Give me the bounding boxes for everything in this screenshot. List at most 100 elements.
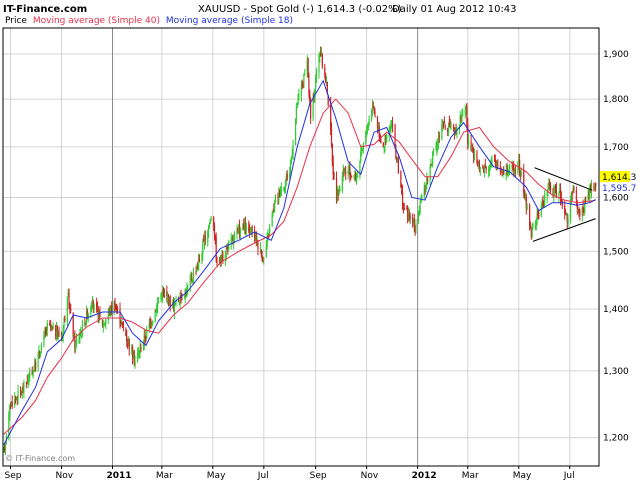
candle-body — [330, 128, 333, 145]
candle-body — [218, 260, 221, 264]
y-tick-label: 1,500 — [603, 247, 629, 257]
candle-body — [396, 160, 399, 162]
candle-body — [314, 88, 316, 100]
candle-body — [17, 390, 19, 400]
candle-body — [465, 104, 467, 112]
candle-body — [417, 215, 420, 222]
price-candles — [3, 46, 597, 456]
candle-body — [538, 213, 540, 217]
candle-body — [553, 190, 555, 197]
candle-body — [520, 172, 522, 176]
candle-body — [511, 164, 513, 168]
candle-body — [274, 197, 277, 203]
candle-body — [116, 306, 118, 311]
candle-body — [204, 236, 206, 241]
candle-body — [57, 332, 59, 337]
y-tick-label: 1,700 — [603, 143, 629, 153]
candle-body — [534, 225, 537, 227]
candle-body — [99, 312, 101, 318]
candle-body — [96, 303, 98, 308]
x-tick-label: Mar — [156, 471, 173, 480]
candle-body — [150, 321, 152, 327]
candle-body — [401, 189, 403, 194]
candle-body — [589, 185, 591, 197]
candle-body — [203, 240, 205, 242]
candle-body — [161, 295, 163, 297]
candle-body — [531, 226, 533, 238]
candle-body — [45, 329, 47, 331]
candle-body — [280, 188, 282, 195]
candle-body — [547, 188, 549, 190]
candle-body — [191, 277, 193, 281]
candle-body — [96, 307, 99, 311]
plot-frame — [2, 27, 600, 467]
candle-body — [496, 165, 498, 167]
candle-body — [40, 353, 42, 356]
candle-body — [489, 163, 491, 167]
candle-body — [292, 144, 294, 156]
last-price-tag: 1,614.3 — [602, 173, 636, 183]
candle-body — [75, 341, 77, 349]
candle-body — [298, 94, 300, 97]
candle-body — [483, 169, 485, 173]
candle-body — [470, 141, 472, 151]
candle-body — [342, 169, 344, 178]
x-tick-label: Nov — [361, 471, 379, 480]
candle-body — [588, 193, 590, 196]
candle-body — [501, 171, 503, 173]
candle-body — [406, 208, 408, 210]
candle-body — [482, 165, 484, 168]
candle-body — [157, 301, 160, 303]
candle-body — [319, 52, 321, 57]
candle-body — [394, 124, 396, 149]
candle-body — [244, 222, 247, 233]
candle-body — [518, 160, 521, 173]
candle-body — [10, 401, 12, 406]
candle-body — [168, 296, 170, 305]
candle-body — [208, 226, 210, 232]
candle-body — [230, 238, 232, 245]
candle-body — [91, 307, 93, 309]
candle-body — [33, 370, 35, 372]
candle-body — [290, 156, 292, 165]
candle-body — [74, 336, 76, 350]
candle-body — [345, 172, 347, 174]
candle-body — [35, 361, 37, 370]
candle-body — [356, 176, 359, 178]
candle-body — [389, 128, 391, 132]
candle-body — [69, 307, 71, 309]
candle-body — [461, 114, 463, 120]
candle-body — [78, 336, 80, 341]
x-tick-label: May — [207, 471, 226, 480]
candle-body — [349, 167, 351, 176]
candle-body — [337, 190, 339, 195]
x-tick-label: 2012 — [412, 471, 437, 480]
candle-body — [447, 128, 449, 133]
candle-body — [177, 298, 180, 302]
candle-body — [11, 402, 13, 407]
candle-body — [289, 163, 292, 172]
candle-body — [289, 172, 291, 178]
candle-body — [567, 218, 569, 224]
candle-body — [406, 209, 409, 220]
candle-body — [571, 191, 573, 195]
candle-body — [236, 229, 238, 234]
candle-body — [286, 174, 288, 180]
last-price-change: 1,614.3 (-0.02%) — [317, 4, 402, 15]
candle-body — [98, 313, 100, 323]
candle-body — [192, 272, 195, 280]
candle-body — [181, 299, 183, 301]
candle-body — [104, 321, 106, 325]
ma40-line — [3, 98, 596, 435]
candle-body — [148, 323, 150, 329]
candle-body — [386, 134, 388, 139]
candle-body — [4, 442, 7, 449]
candle-body — [479, 167, 481, 170]
candle-body — [335, 177, 338, 203]
candle-body — [355, 173, 357, 180]
candle-body — [31, 369, 33, 376]
candle-body — [540, 206, 542, 216]
candle-body — [28, 374, 30, 379]
candle-body — [350, 176, 352, 178]
ma-price-tag: 1,595.7 — [602, 184, 636, 194]
